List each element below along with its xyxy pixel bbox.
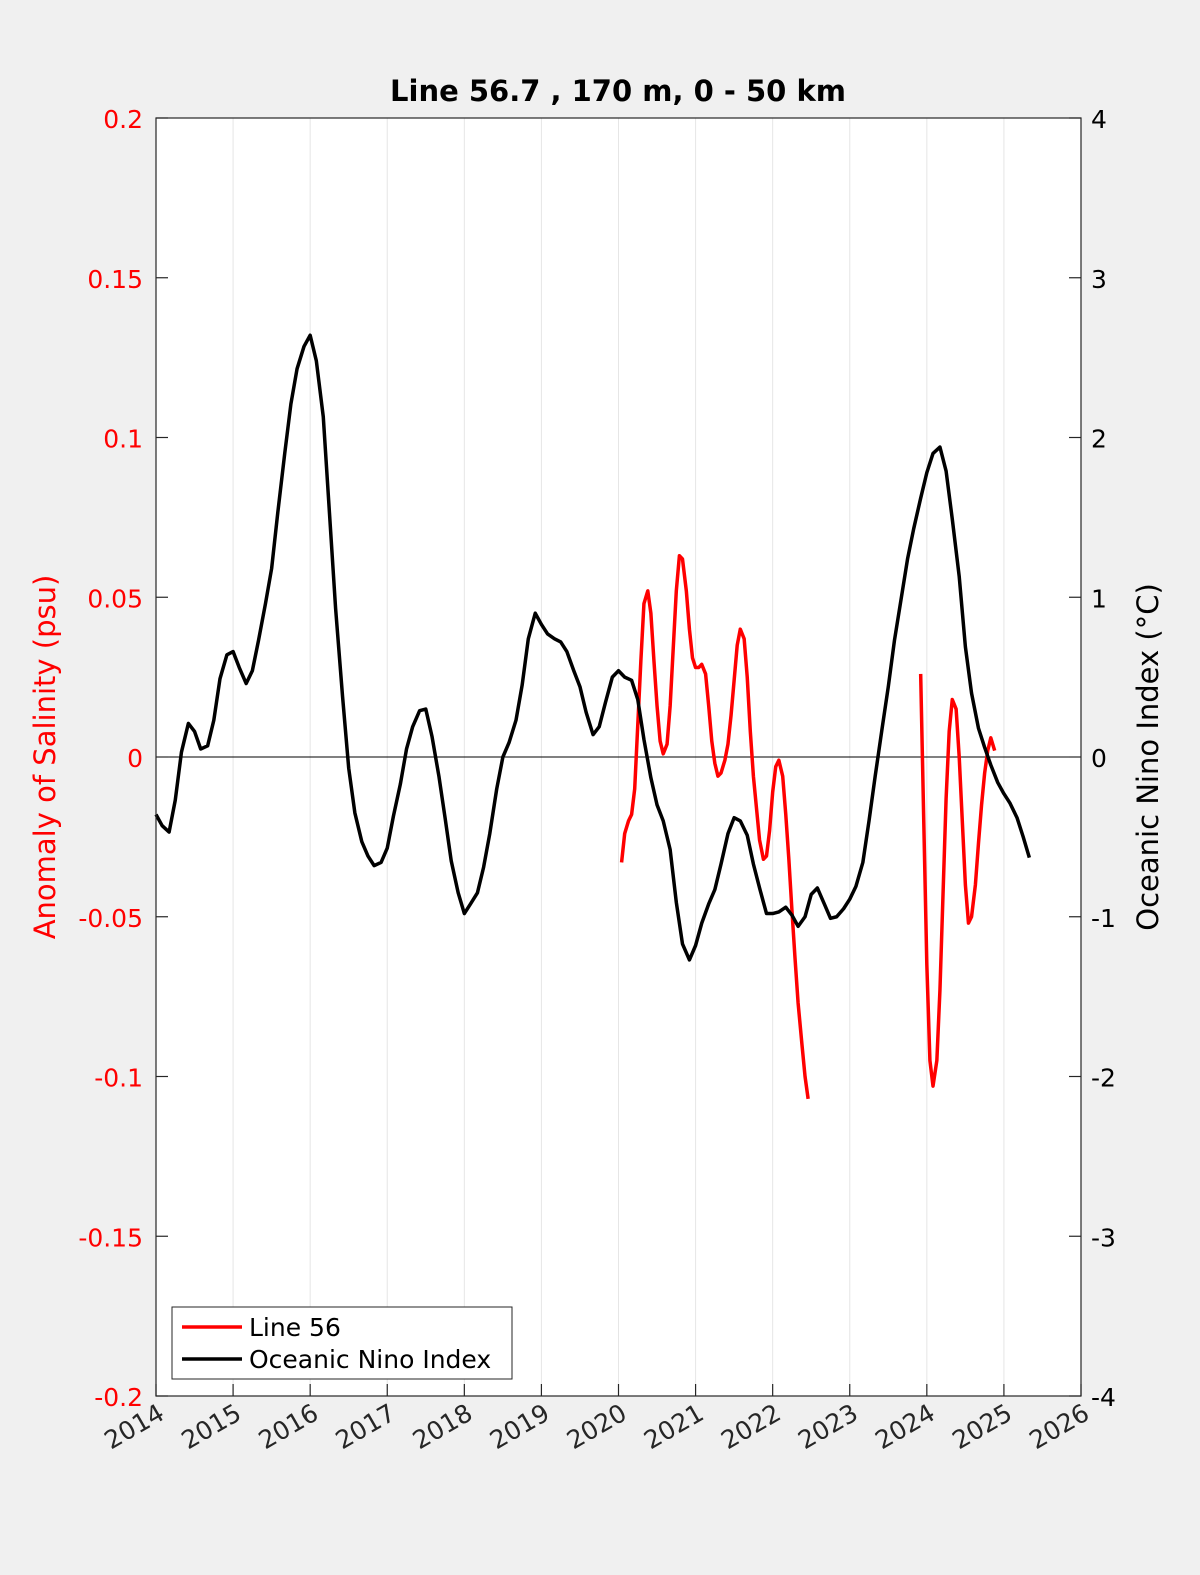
left-axis: -0.2 -0.15 -0.1 -0.05 0 0.05 0.1 0.15 0.2 — [78, 105, 168, 1412]
right-tick-label: 2 — [1091, 425, 1107, 454]
left-tick-label: -0.2 — [94, 1383, 143, 1412]
left-tick-label: 0 — [127, 744, 143, 773]
chart-title: Line 56.7 , 170 m, 0 - 50 km — [390, 74, 846, 108]
left-axis-label: Anomaly of Salinity (psu) — [28, 575, 62, 940]
left-tick-label: -0.15 — [78, 1223, 143, 1252]
right-tick-label: -1 — [1091, 904, 1116, 933]
left-tick-label: 0.15 — [87, 265, 143, 294]
left-tick-label: -0.1 — [94, 1064, 143, 1093]
left-tick-label: 0.1 — [103, 425, 143, 454]
right-tick-label: -3 — [1091, 1223, 1116, 1252]
legend: Line 56 Oceanic Nino Index — [171, 1306, 513, 1380]
series-line-line-56 — [918, 673, 997, 1088]
right-tick-label: -2 — [1091, 1064, 1116, 1093]
left-tick-label: 0.2 — [103, 105, 143, 134]
series-line-oceanic-nino-index — [154, 333, 1032, 962]
right-axis: -4 -3 -2 -1 0 1 2 3 4 — [1069, 105, 1116, 1412]
legend-label-oni: Oceanic Nino Index — [249, 1345, 491, 1374]
legend-label-line-56: Line 56 — [249, 1313, 341, 1342]
left-tick-label: 0.05 — [87, 584, 143, 613]
right-tick-label: 3 — [1091, 265, 1107, 294]
right-tick-label: 1 — [1091, 584, 1107, 613]
right-tick-label: 0 — [1091, 744, 1107, 773]
left-tick-label: -0.05 — [78, 904, 143, 933]
right-tick-label: 4 — [1091, 105, 1107, 134]
series-group — [154, 333, 1032, 1100]
right-tick-label: -4 — [1091, 1383, 1116, 1412]
series-line-line-56 — [619, 553, 810, 1100]
legend-box — [171, 1306, 513, 1380]
right-axis-label: Oceanic Nino Index (°C) — [1131, 583, 1165, 931]
